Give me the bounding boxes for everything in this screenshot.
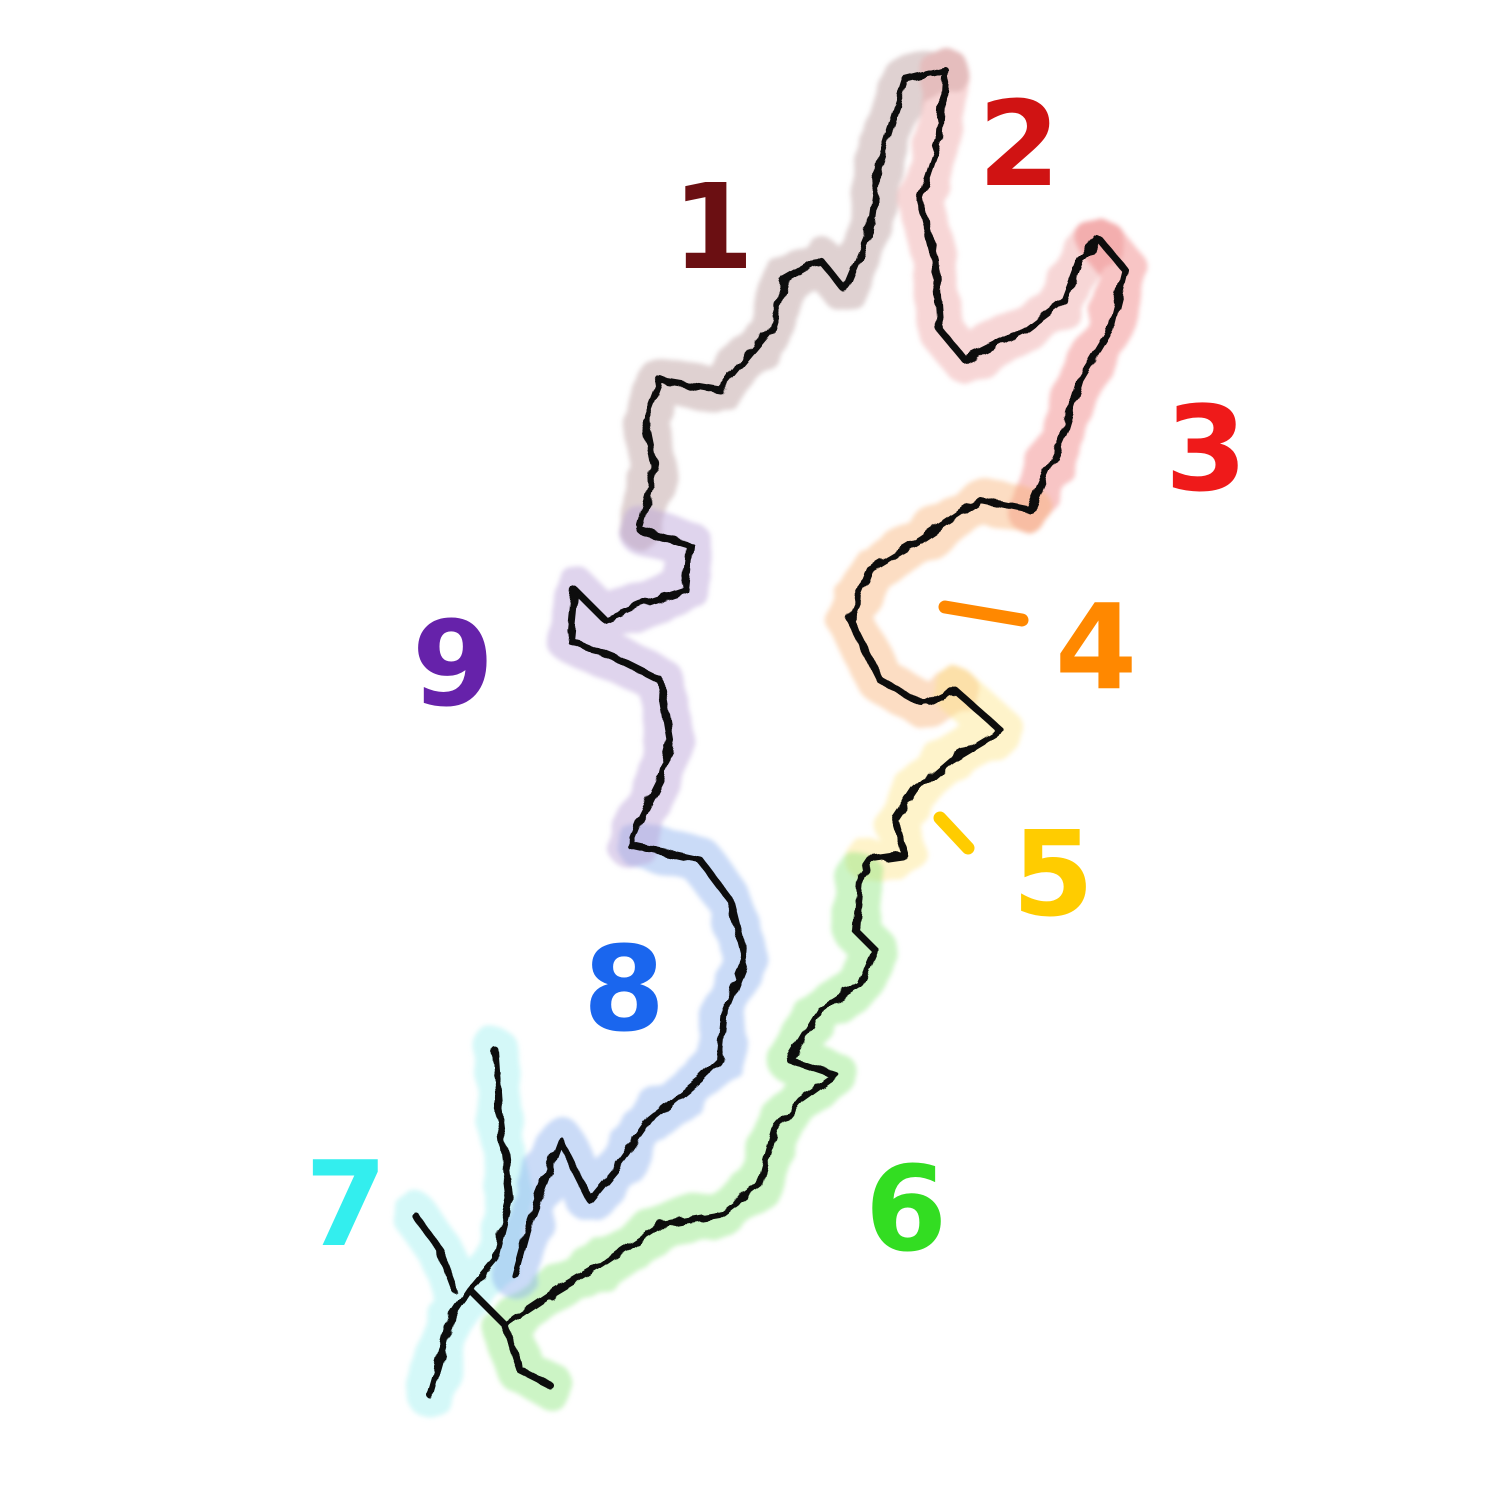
outline-path (501, 66, 1129, 1389)
region-outline (411, 66, 1129, 1399)
segment-labels: 1 2 3 4 5 6 7 8 9 (305, 75, 1247, 1278)
segment-label-5: 5 (1012, 805, 1094, 943)
segment-4-pointer (938, 600, 1029, 627)
segment-label-6: 6 (865, 1140, 947, 1278)
segment-label-2: 2 (978, 75, 1060, 213)
segment-label-1: 1 (672, 158, 754, 296)
outline-path-west (511, 526, 749, 1279)
segment-label-8: 8 (583, 920, 665, 1058)
segment-1-highlight (617, 47, 968, 548)
segment-label-7: 7 (305, 1135, 387, 1273)
segment-label-3: 3 (1165, 380, 1247, 518)
segment-label-4: 4 (1055, 578, 1137, 716)
segment-9-highlight (547, 507, 713, 868)
segment-highlights (392, 47, 1148, 1418)
segment-5-pointer (933, 811, 975, 855)
outline-path-spit (411, 1046, 514, 1399)
segment-label-9: 9 (412, 595, 494, 733)
